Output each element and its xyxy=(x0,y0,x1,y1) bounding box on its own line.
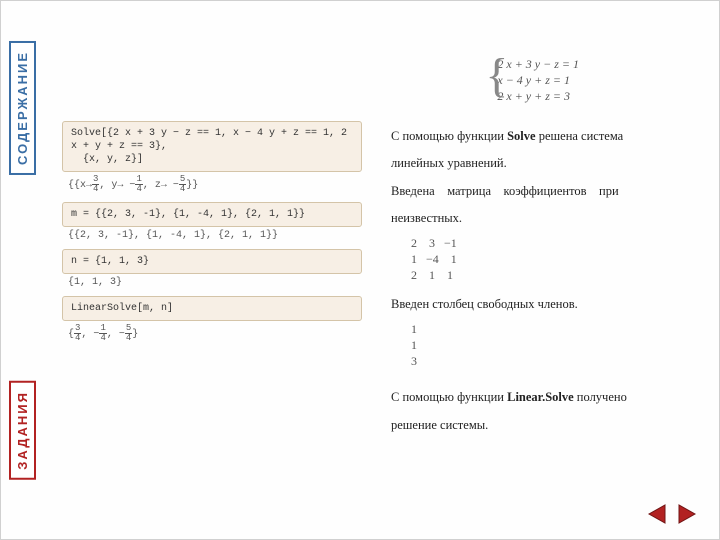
output-n: {1, 1, 3} xyxy=(68,277,362,288)
matrix-row: 1 xyxy=(411,337,701,353)
eq-line: x − 4 y + z = 1 xyxy=(497,72,579,88)
para: неизвестных. xyxy=(391,208,701,229)
free-vector: 1 1 3 xyxy=(411,321,701,370)
explanation-text: С помощью функции Solve решена система л… xyxy=(391,126,701,442)
para: Введена матрица коэффициентов при xyxy=(391,181,701,202)
nav-controls xyxy=(647,503,697,525)
code-column: Solve[{2 x + 3 y − z == 1, x − 4 y + z =… xyxy=(62,121,362,351)
eq-line: 2 x + y + z = 3 xyxy=(497,88,579,104)
para: С помощью функции Solve решена система xyxy=(391,126,701,147)
code-text: n = {1, 1, 3} xyxy=(71,256,149,267)
next-button[interactable] xyxy=(675,503,697,525)
para: решение системы. xyxy=(391,415,701,436)
output-m: {{2, 3, -1}, {1, -4, 1}, {2, 1, 1}} xyxy=(68,230,362,241)
output-solve: {{x→34, y→ −14, z→ −54}} xyxy=(68,175,362,194)
output-linearsolve: {34, −14, −54} xyxy=(68,324,362,343)
eq-line: 2 x + 3 y − z = 1 xyxy=(497,56,579,72)
code-text: LinearSolve[m, n] xyxy=(71,303,173,314)
code-text: Solve[{2 x + 3 y − z == 1, x − 4 y + z =… xyxy=(71,128,353,165)
code-block-solve: Solve[{2 x + 3 y − z == 1, x − 4 y + z =… xyxy=(62,121,362,172)
code-block-n: n = {1, 1, 3} xyxy=(62,249,362,274)
para: Введен столбец свободных членов. xyxy=(391,294,701,315)
triangle-left-icon xyxy=(647,503,669,525)
matrix-row: 3 xyxy=(411,353,701,369)
matrix-row: 2 1 1 xyxy=(411,267,701,283)
matrix-row: 1 −4 1 xyxy=(411,251,701,267)
slide-content: { 2 x + 3 y − z = 1 x − 4 y + z = 1 2 x … xyxy=(56,21,699,509)
prev-button[interactable] xyxy=(647,503,669,525)
para: С помощью функции Linear.Solve получено xyxy=(391,387,701,408)
tab-contents[interactable]: СОДЕРЖАНИЕ xyxy=(9,41,36,175)
code-block-m: m = {{2, 3, -1}, {1, -4, 1}, {2, 1, 1}} xyxy=(62,202,362,227)
brace-icon: { xyxy=(485,52,508,100)
equation-system: { 2 x + 3 y − z = 1 x − 4 y + z = 1 2 x … xyxy=(497,56,579,105)
matrix-row: 1 xyxy=(411,321,701,337)
code-text: m = {{2, 3, -1}, {1, -4, 1}, {2, 1, 1}} xyxy=(71,209,305,220)
tab-tasks[interactable]: ЗАДАНИЯ xyxy=(9,381,36,480)
matrix-row: 2 3 −1 xyxy=(411,235,701,251)
code-block-linearsolve: LinearSolve[m, n] xyxy=(62,296,362,321)
coef-matrix: 2 3 −1 1 −4 1 2 1 1 xyxy=(411,235,701,284)
para: линейных уравнений. xyxy=(391,153,701,174)
triangle-right-icon xyxy=(675,503,697,525)
